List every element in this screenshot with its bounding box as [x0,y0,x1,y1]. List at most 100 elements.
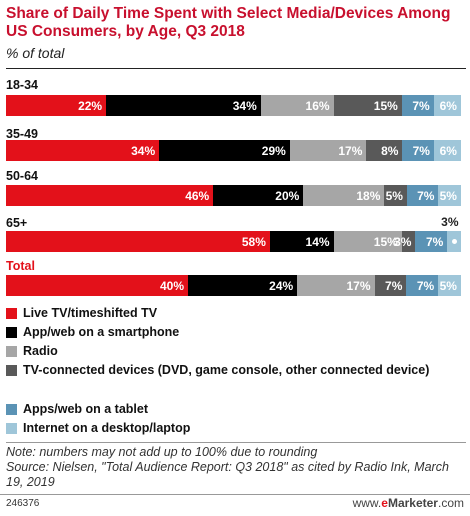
legend-item: Radio [6,344,446,359]
bar-row: 40% 24% 17% 7% 7% 5% [6,275,461,296]
source-text: Source: Nielsen, "Total Audience Report:… [6,460,449,489]
top-divider [6,68,466,69]
data-label: 3% [441,215,459,229]
chart-subtitle: % of total [6,45,65,61]
data-label: 24% [269,278,294,293]
data-label: 18% [356,188,381,203]
data-label: 20% [275,188,300,203]
data-label: 14% [305,234,330,249]
legend-item: TV-connected devices (DVD, game console,… [6,363,446,378]
bar-segment: 3% [394,231,416,252]
data-label: 7% [417,188,435,203]
data-label: 46% [185,188,210,203]
legend-label: Radio [23,344,58,358]
brand-prefix: www. [352,496,382,510]
legend-swatch [6,404,17,415]
bar-segment: 5% [384,185,407,206]
data-label: 7% [412,143,430,158]
bar-segment: 22% [6,95,107,116]
bar-segment: 29% [159,140,290,161]
footer-divider [0,494,470,495]
data-label: 29% [261,143,286,158]
legend-label: Internet on a desktop/laptop [23,421,191,435]
chart-title: Share of Daily Time Spent with Select Me… [6,5,451,40]
bar-segment: 6% [433,140,461,161]
category-label: 18-34 [6,78,38,92]
legend-item: App/web on a smartphone [6,325,446,340]
note-text: Note: numbers may not add up to 100% due… [6,445,318,459]
category-label: Total [6,259,35,273]
bar-row: 58% 14% 15% 3% 7% [6,231,461,252]
data-label: 7% [425,234,444,249]
bar-segment: 34% [6,140,160,161]
legend-swatch [6,327,17,338]
bar-segment: 24% [188,275,298,296]
data-label: 22% [78,98,103,113]
bar-segment: 7% [401,95,434,116]
legend-item: Apps/web on a tablet [6,402,446,417]
bar-segment: 14% [269,231,334,252]
category-label: 65+ [6,216,28,230]
legend-swatch [6,346,17,357]
bar-segment: 34% [106,95,261,116]
bar-segment: 15% [333,231,402,252]
legend-swatch [6,365,17,376]
brand-e: e [381,496,388,510]
footnote: Note: numbers may not add up to 100% due… [6,445,466,490]
legend-item: Live TV/timeshifted TV [6,306,446,321]
data-label: 15% [373,98,398,113]
bar-segment: 6% [433,95,461,116]
legend-label: Apps/web on a tablet [23,402,149,416]
data-label: 5% [439,278,457,293]
bar-segment: 40% [6,275,188,296]
bar-segment: 15% [333,95,402,116]
bar-segment: 7% [406,185,439,206]
legend-item: Internet on a desktop/laptop [6,421,446,436]
bar-row: 46% 20% 18% 5% 7% 5% [6,185,461,206]
bar-segment: 46% [6,185,214,206]
bar-segment: 8% [366,140,403,161]
data-label: 7% [412,98,430,113]
bar-segment: 7% [374,275,407,296]
bar-segment: 5% [438,275,461,296]
data-label: 5% [439,188,457,203]
bottom-divider [6,442,466,443]
data-label: 6% [439,98,457,113]
legend-label: TV-connected devices (DVD, game console,… [23,363,430,377]
data-label: 8% [381,143,399,158]
legend-label: App/web on a smartphone [23,325,180,339]
data-label: 7% [385,278,403,293]
bar-row: 22% 34% 16% 15% 7% 6% [6,95,461,116]
bar-segment: 17% [297,275,375,296]
bar-segment: 7% [406,275,439,296]
category-label: 35-49 [6,127,38,141]
data-label: 34% [131,143,156,158]
bar-segment: 5% [438,185,461,206]
data-label: 5% [385,188,403,203]
bar-segment: 7% [415,231,448,252]
bar-segment: 16% [260,95,334,116]
data-label: 15% [373,234,398,249]
legend-swatch [6,308,17,319]
data-label: 6% [439,143,457,158]
data-label: 58% [241,234,266,249]
label-pointer-dot [452,239,458,244]
chart-id: 246376 [6,498,40,509]
legend-label: Live TV/timeshifted TV [23,306,158,320]
bar-segment: 58% [6,231,270,252]
legend-swatch [6,423,17,434]
bar-segment: 20% [213,185,304,206]
data-label: 3% [394,234,412,249]
bar-segment: 7% [402,140,434,161]
bar-row: 34% 29% 17% 8% 7% 6% [6,140,461,161]
bar-segment: 18% [303,185,385,206]
data-label: 7% [416,278,435,293]
brand-suffix: .com [437,496,464,510]
data-label: 16% [305,98,330,113]
data-label: 40% [159,278,184,293]
category-label: 50-64 [6,169,38,183]
data-label: 17% [338,143,363,158]
data-label: 34% [232,98,257,113]
data-label: 17% [346,278,371,293]
emarketer-logo: www.eMarketer.com [353,496,464,510]
